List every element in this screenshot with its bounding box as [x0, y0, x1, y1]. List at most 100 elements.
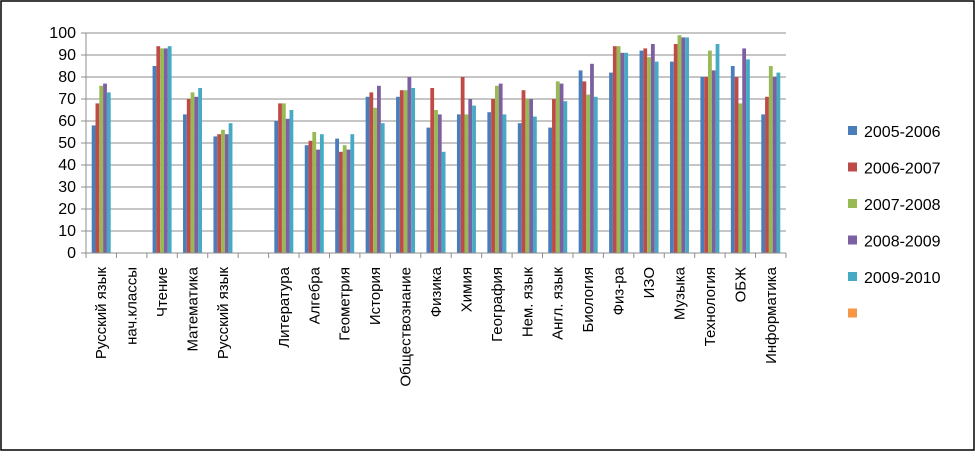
bar — [681, 37, 686, 254]
bar — [156, 46, 161, 254]
bar — [217, 134, 222, 253]
y-tick-labels: 0 10 20 30 40 50 60 70 80 90 100 — [49, 25, 86, 262]
bar — [620, 52, 625, 253]
bar — [582, 81, 587, 254]
bar — [106, 92, 111, 254]
bar — [377, 85, 381, 253]
bar — [103, 83, 107, 253]
bar — [742, 48, 747, 254]
axes — [85, 33, 787, 258]
category-label: Обществознание — [398, 267, 415, 387]
bar — [704, 77, 709, 253]
bar — [350, 134, 355, 253]
bar — [673, 44, 678, 253]
category-label: Информатика — [763, 266, 780, 364]
category-label: ИЗО — [641, 267, 658, 298]
bar — [430, 88, 435, 253]
bar — [369, 92, 374, 254]
legend-swatch — [848, 308, 857, 318]
bar — [502, 114, 507, 254]
bar — [761, 114, 766, 254]
y-tick-label: 70 — [58, 91, 76, 108]
y-tick-label: 90 — [58, 47, 76, 64]
bar — [441, 151, 446, 253]
category-label: Алгебра — [306, 266, 323, 324]
bar — [186, 99, 191, 253]
bar — [304, 145, 309, 253]
bar — [373, 107, 378, 253]
bar — [746, 59, 750, 254]
category-label: Математика — [185, 266, 202, 351]
bar — [517, 123, 522, 253]
bar — [183, 114, 187, 254]
bar — [494, 85, 499, 253]
bar — [559, 83, 564, 253]
bar — [548, 127, 553, 253]
category-label: Физика — [428, 266, 445, 317]
gridlines — [86, 32, 786, 232]
bar — [365, 96, 370, 253]
bar — [647, 57, 651, 254]
legend-swatch — [848, 126, 857, 135]
bar — [715, 44, 720, 253]
bar — [669, 61, 674, 253]
bar — [555, 81, 560, 254]
bar — [677, 35, 682, 254]
bar — [281, 103, 286, 254]
y-tick-label: 30 — [58, 179, 76, 196]
bar — [533, 116, 537, 253]
bar — [160, 48, 164, 254]
bar — [456, 114, 461, 254]
bar — [525, 99, 530, 253]
bar — [730, 66, 735, 253]
category-label: Химия — [458, 267, 475, 312]
bar — [190, 92, 195, 254]
bar — [639, 50, 644, 253]
bar — [491, 99, 495, 253]
bar — [163, 48, 168, 254]
y-tick-label: 20 — [58, 201, 76, 218]
legend-label: 2009-2010 — [864, 270, 941, 287]
category-label: Литература — [276, 266, 293, 347]
bar — [91, 125, 96, 253]
bar — [407, 77, 412, 253]
bars — [91, 35, 781, 254]
bar — [586, 94, 591, 253]
bar — [772, 77, 777, 253]
bar — [224, 134, 229, 253]
bar — [437, 114, 442, 254]
bar — [593, 96, 598, 253]
bar — [643, 48, 648, 254]
bar — [616, 46, 621, 254]
bar — [734, 77, 739, 253]
bar — [167, 46, 172, 254]
bar — [521, 90, 526, 253]
y-tick-label: 100 — [49, 25, 76, 42]
category-label: Русский язык — [215, 267, 232, 360]
bar — [487, 112, 492, 253]
legend-label: 2006-2007 — [864, 161, 941, 178]
bar — [198, 88, 203, 253]
bar — [464, 114, 469, 254]
bar — [278, 103, 282, 254]
category-label: Англ. язык — [550, 267, 567, 340]
bar — [274, 121, 279, 253]
bar — [498, 83, 503, 253]
bar — [654, 61, 659, 253]
category-label: Физ-ра — [611, 266, 628, 315]
bar — [460, 77, 465, 253]
bar — [411, 88, 416, 253]
y-tick-label: 0 — [67, 245, 76, 262]
category-label: ОБЖ — [732, 267, 749, 303]
bar — [228, 123, 233, 253]
bar — [396, 96, 400, 253]
y-tick-label: 50 — [58, 135, 76, 152]
bar — [399, 90, 404, 253]
bar — [434, 110, 438, 253]
category-label: Музыка — [671, 266, 688, 320]
bar — [289, 110, 294, 253]
bar — [529, 99, 534, 253]
legend: 2005-2006 2006-2007 2007-2008 2008-2009 2009… — [848, 124, 941, 318]
